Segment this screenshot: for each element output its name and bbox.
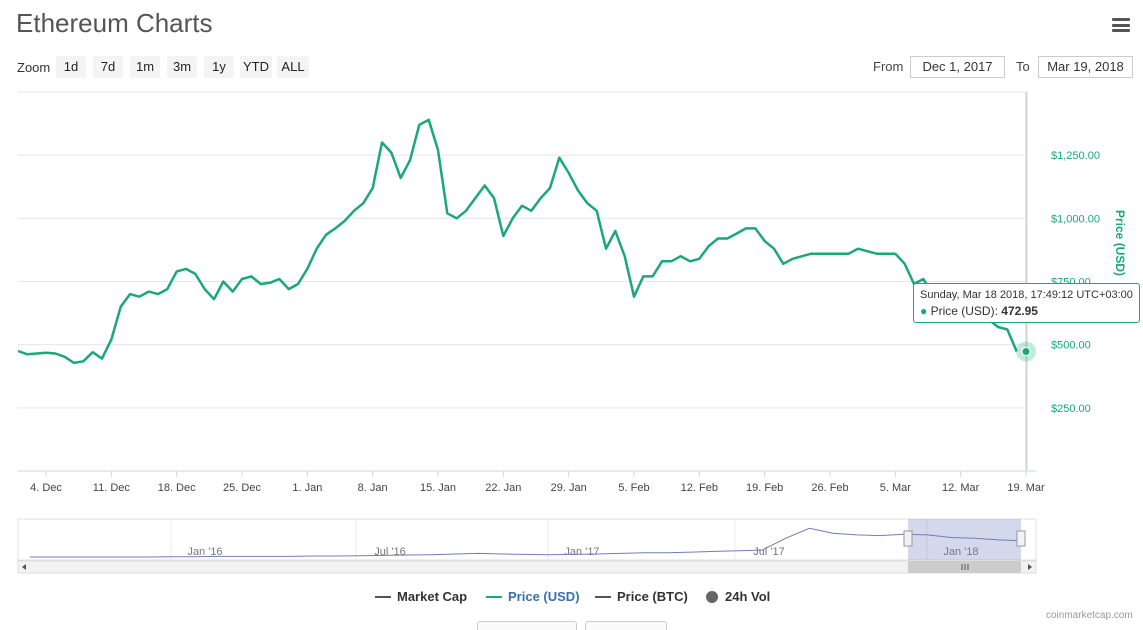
legend-dot-icon xyxy=(706,590,718,603)
y-tick-label: $1,000.00 xyxy=(1051,213,1100,225)
legend-price-usd-label: Price (USD) xyxy=(508,589,580,604)
x-tick-label: 4. Dec xyxy=(30,482,62,494)
x-tick-label: 5. Mar xyxy=(880,482,912,494)
footer-credit[interactable]: coinmarketcap.com xyxy=(1046,610,1133,621)
legend-market-cap[interactable]: Market Cap xyxy=(375,589,467,604)
x-tick-label: 15. Jan xyxy=(420,482,456,494)
zoom-3m-button[interactable]: 3m xyxy=(167,56,197,78)
navigator-label: Jul '16 xyxy=(374,546,405,558)
tooltip-series-label: Price (USD): xyxy=(930,304,998,318)
legend-market-cap-label: Market Cap xyxy=(397,589,468,604)
x-tick-label: 19. Feb xyxy=(746,482,783,494)
x-tick-label: 29. Jan xyxy=(551,482,587,494)
x-tick-label: 22. Jan xyxy=(485,482,521,494)
price-usd-line xyxy=(17,118,1018,365)
x-tick-label: 1. Jan xyxy=(292,482,322,494)
x-tick-label: 5. Feb xyxy=(618,482,649,494)
tooltip-datetime: Sunday, Mar 18 2018, 17:49:12 UTC+03:00 xyxy=(920,289,1133,301)
zoom-1m-button[interactable]: 1m xyxy=(130,56,160,78)
scrollbar-thumb[interactable] xyxy=(908,561,1021,573)
navigator-handle[interactable] xyxy=(903,530,913,547)
page-title: Ethereum Charts xyxy=(16,8,213,38)
from-label: From xyxy=(873,59,904,74)
price-tooltip: Sunday, Mar 18 2018, 17:49:12 UTC+03:00 … xyxy=(913,283,1140,323)
hover-halo xyxy=(1016,341,1036,362)
tooltip-dot-icon: ● xyxy=(920,304,928,318)
from-date-input[interactable]: Dec 1, 2017 xyxy=(910,56,1005,78)
zoom-all-button[interactable]: ALL xyxy=(277,56,309,78)
scrollbar-track[interactable] xyxy=(17,560,1037,574)
legend-line-icon xyxy=(375,595,391,598)
x-tick-label: 18. Dec xyxy=(158,482,196,494)
legend-price-btc[interactable]: Price (BTC) xyxy=(595,589,688,604)
y-axis-label: Price (USD) xyxy=(1113,210,1127,276)
x-tick-label: 26. Feb xyxy=(811,482,848,494)
y-tick-label: $500.00 xyxy=(1051,340,1091,352)
x-tick-label: 12. Feb xyxy=(681,482,718,494)
legend-line-icon xyxy=(595,595,611,598)
legend-line-icon xyxy=(486,595,502,598)
navigator-label: Jan '17 xyxy=(564,546,599,558)
x-tick-label: 25. Dec xyxy=(223,482,261,494)
navigator-label: Jul '17 xyxy=(753,546,784,558)
tooltip-value: 472.95 xyxy=(1001,304,1038,318)
bottom-tab[interactable] xyxy=(585,621,667,630)
navigator-selection[interactable] xyxy=(908,519,1021,560)
x-tick-label: 19. Mar xyxy=(1007,482,1045,494)
scroll-left-icon[interactable] xyxy=(22,564,26,570)
y-tick-label: $250.00 xyxy=(1051,403,1091,415)
zoom-1d-button[interactable]: 1d xyxy=(56,56,86,78)
zoom-1y-button[interactable]: 1y xyxy=(204,56,234,78)
legend-price-usd[interactable]: Price (USD) xyxy=(486,589,580,604)
zoom-7d-button[interactable]: 7d xyxy=(93,56,123,78)
x-tick-label: 11. Dec xyxy=(93,482,131,494)
y-tick-label: $1,250.00 xyxy=(1051,150,1100,162)
scroll-right-icon[interactable] xyxy=(1028,564,1032,570)
zoom-ytd-button[interactable]: YTD xyxy=(240,56,272,78)
hover-point xyxy=(1021,346,1031,356)
navigator-handle[interactable] xyxy=(1016,530,1026,547)
navigator-frame xyxy=(17,518,1037,561)
to-label: To xyxy=(1016,59,1030,74)
legend-price-btc-label: Price (BTC) xyxy=(617,589,688,604)
navigator-line xyxy=(30,527,1023,558)
zoom-label: Zoom xyxy=(17,60,51,75)
navigator-label: Jan '18 xyxy=(943,546,978,558)
x-tick-label: 12. Mar xyxy=(942,482,980,494)
navigator-label: Jan '16 xyxy=(187,546,222,558)
menu-icon[interactable] xyxy=(1112,18,1130,32)
x-tick-label: 8. Jan xyxy=(358,482,388,494)
legend-24h-vol-label: 24h Vol xyxy=(725,589,771,604)
to-date-input[interactable]: Mar 19, 2018 xyxy=(1038,56,1133,78)
legend-24h-vol[interactable]: 24h Vol xyxy=(706,589,770,604)
bottom-tab[interactable] xyxy=(477,621,577,630)
